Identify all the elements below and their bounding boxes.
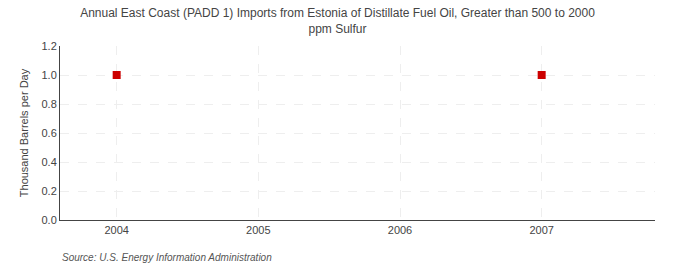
svg-text:0.2: 0.2: [42, 185, 57, 197]
svg-text:2006: 2006: [388, 224, 412, 236]
svg-text:2005: 2005: [246, 224, 270, 236]
svg-text:Source: U.S. Energy Informatio: Source: U.S. Energy Information Administ…: [62, 252, 272, 263]
svg-text:1.0: 1.0: [42, 69, 57, 81]
svg-text:0.8: 0.8: [42, 98, 57, 110]
svg-text:0.0: 0.0: [42, 214, 57, 226]
svg-text:Thousand Barrels per Day: Thousand Barrels per Day: [18, 68, 30, 197]
svg-text:2004: 2004: [104, 224, 128, 236]
svg-text:1.2: 1.2: [42, 40, 57, 52]
svg-text:Annual East Coast (PADD 1) Imp: Annual East Coast (PADD 1) Imports from …: [80, 6, 595, 36]
svg-text:0.4: 0.4: [42, 156, 57, 168]
svg-text:0.6: 0.6: [42, 127, 57, 139]
svg-text:2007: 2007: [529, 224, 553, 236]
